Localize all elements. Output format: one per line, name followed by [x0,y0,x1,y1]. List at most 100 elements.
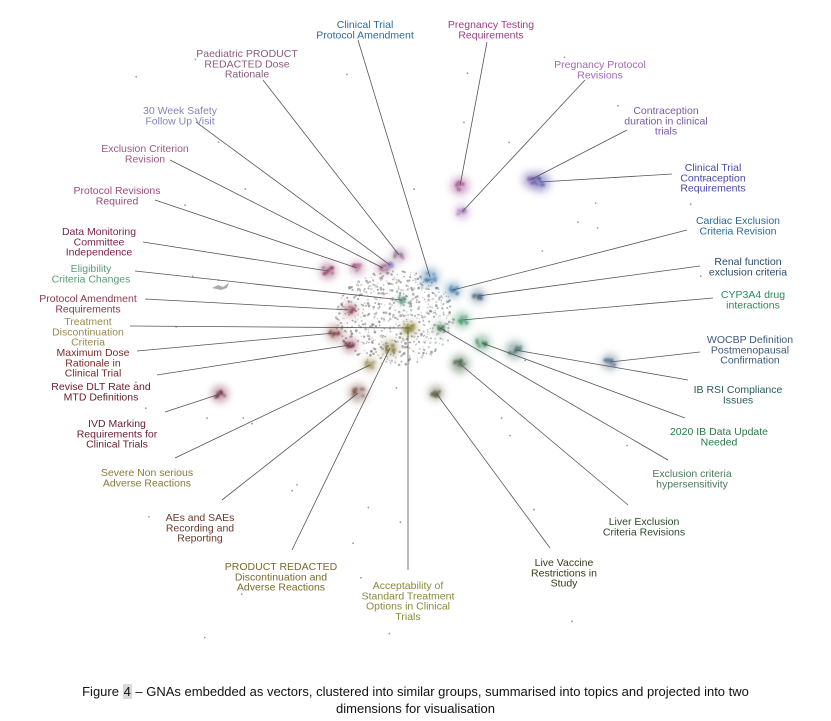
cluster-point [426,279,429,282]
cluster-point [459,320,462,323]
data-point [434,304,438,307]
data-point [434,311,437,314]
data-point [431,330,434,334]
cluster-point [456,213,459,216]
data-point [417,300,421,304]
data-point [403,292,405,295]
topic-label: Acceptability of Standard Treatment Option… [362,580,455,623]
data-point [403,314,406,318]
cluster-point [331,267,334,270]
cluster-point [357,266,360,269]
data-point [364,328,368,331]
data-point [442,293,445,295]
outlier-point [524,359,526,362]
data-point [354,315,356,318]
data-point [429,305,432,308]
cluster-point [393,256,396,259]
data-point [412,340,415,343]
outlier-point [508,141,510,144]
cluster-point [354,264,357,267]
cluster-point [609,362,613,366]
topic-label-line: PRODUCT REDACTED [225,561,338,573]
data-point [373,290,375,293]
data-point [420,334,423,337]
data-point [388,272,390,274]
outlier-point [617,104,619,107]
leader-line [514,349,689,381]
leader-line [452,229,688,291]
data-point [401,270,404,273]
cluster-point [453,360,457,363]
data-point [386,358,389,360]
leader-line [164,393,221,413]
data-point [370,291,373,294]
leader-line [291,347,391,551]
outlier-point [699,275,702,278]
cluster-point [436,324,439,327]
cluster-point [369,362,372,365]
cluster-point [351,344,354,347]
data-point [431,327,434,330]
cluster-point [352,343,355,346]
data-point [424,291,426,293]
cluster-point [398,297,401,300]
data-point [400,360,403,363]
data-point [395,279,398,281]
data-point [416,296,418,298]
data-point [360,316,362,318]
data-point [385,360,388,363]
data-point [421,352,425,355]
data-point [410,304,413,307]
data-point [372,309,374,311]
cluster-point [476,296,479,300]
data-point [411,288,414,292]
data-point [445,317,448,319]
data-point [393,306,395,308]
data-point [365,331,367,333]
cluster-point [435,395,438,398]
topic-label: Renal function exclusion criteria [709,256,787,278]
cluster-point [362,388,365,391]
topic-label-line: Requirements [55,303,120,315]
data-point [386,292,389,295]
topic-label-line: Treatment [64,316,112,328]
data-point [374,286,377,289]
cluster-point [359,263,362,266]
data-point [368,335,371,338]
data-point [381,275,383,277]
leader-line [529,129,628,181]
data-point [359,291,361,293]
data-point [401,345,404,348]
data-point [398,350,402,354]
data-point [388,312,391,315]
topic-label: Clinical Trial Contraception Requirements [680,162,746,195]
data-point [391,304,393,306]
data-point [438,296,441,299]
data-point [445,295,448,298]
data-point [374,315,376,317]
data-point [390,359,394,363]
data-point [339,321,343,325]
data-point [402,353,405,356]
topic-label: Live Vaccine Restrictions in Study [531,557,597,590]
leader-line [142,241,329,272]
data-point [427,303,430,305]
data-point [349,335,351,338]
topic-label-line: Restrictions in [531,567,597,579]
cluster-point [331,271,334,275]
cluster-point [441,326,444,329]
data-point [420,311,423,314]
data-point [422,320,425,322]
leader-line [461,79,586,213]
cluster-point [456,183,459,186]
outlier-point [135,75,138,78]
topic-label: CYP3A4 drug interactions [721,289,785,311]
data-point [385,280,388,282]
figure-number: 4 [122,684,132,699]
outlier-point [509,434,511,437]
cluster-point [434,277,437,280]
data-point [395,281,398,284]
data-point [431,297,435,301]
data-point [344,317,345,319]
leader-line [144,298,351,311]
